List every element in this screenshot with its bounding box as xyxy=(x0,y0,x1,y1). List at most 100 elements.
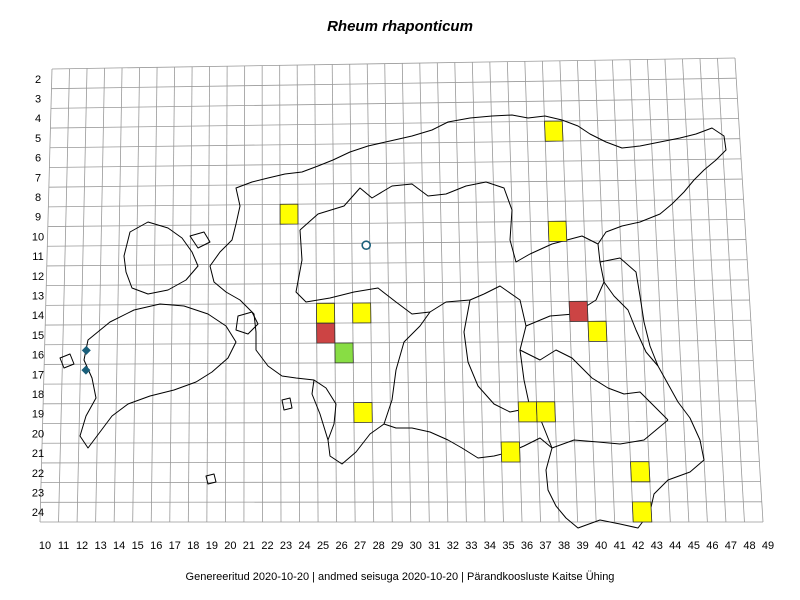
observation-cell-yellow xyxy=(279,203,299,225)
islet-kihnu xyxy=(281,397,293,411)
grid-line-vertical xyxy=(612,59,634,523)
x-axis-label: 12 xyxy=(76,540,88,552)
county-border xyxy=(295,229,485,315)
x-axis-label: 38 xyxy=(558,540,570,552)
x-axis-label: 31 xyxy=(428,540,440,552)
x-axis-label: 23 xyxy=(280,540,292,552)
diamond-marker xyxy=(81,345,91,355)
x-axis-label: 27 xyxy=(354,540,366,552)
y-axis-label: 16 xyxy=(32,350,44,362)
grid-line-horizontal xyxy=(50,97,738,109)
grid-line-vertical xyxy=(187,66,193,523)
x-axis-label: 30 xyxy=(410,540,422,552)
grid-line-vertical xyxy=(314,64,319,523)
grid-line-vertical xyxy=(224,66,228,523)
x-axis-label: 14 xyxy=(113,540,125,552)
county-border xyxy=(463,299,531,413)
grid-line-horizontal xyxy=(41,461,760,464)
lake-peipus xyxy=(599,257,659,367)
x-axis-labels: 10 11 12 13 14 15 16 17 18 19 20 21 22 23 24 25 26 27 28 29… xyxy=(39,540,774,552)
x-axis-label: 35 xyxy=(502,540,514,552)
grid-line-vertical xyxy=(454,62,467,523)
grid-line-vertical xyxy=(58,68,70,523)
grid-line-vertical xyxy=(95,68,105,523)
map-footer: Genereeritud 2020-10-20 | andmed seisuga… xyxy=(185,571,615,583)
y-axis-label: 21 xyxy=(32,448,44,460)
observation-cell-yellow xyxy=(353,402,373,423)
grid-line-horizontal xyxy=(42,440,759,444)
x-axis-label: 46 xyxy=(706,540,718,552)
x-axis-label: 48 xyxy=(743,540,755,552)
county-border xyxy=(519,349,669,421)
x-axis-label: 26 xyxy=(335,540,347,552)
grid-line-vertical xyxy=(384,63,393,523)
observation-cell-yellow xyxy=(631,501,653,523)
x-axis-label: 37 xyxy=(539,540,551,552)
observation-cell-yellow xyxy=(535,401,556,423)
x-axis-label: 19 xyxy=(206,540,218,552)
grid-line-horizontal xyxy=(51,57,736,70)
x-axis-label: 28 xyxy=(373,540,385,552)
observation-cell-yellow xyxy=(352,302,372,324)
y-axis-label: 18 xyxy=(32,389,44,401)
y-axis-label: 4 xyxy=(35,113,41,125)
x-axis-label: 42 xyxy=(632,540,644,552)
grid-line-vertical xyxy=(279,65,282,523)
grid-line-vertical xyxy=(471,62,486,523)
observation-cell-yellow xyxy=(547,220,568,242)
x-axis-label: 36 xyxy=(521,540,533,552)
observation-cell-yellow xyxy=(316,302,336,324)
y-axis-label: 24 xyxy=(32,507,44,519)
grid-line-vertical xyxy=(243,65,246,523)
grid-line-horizontal xyxy=(44,360,754,365)
grid-line-vertical xyxy=(419,63,430,523)
observation-cells xyxy=(279,120,653,523)
grid-line-horizontal xyxy=(41,481,761,484)
x-axis-label: 41 xyxy=(614,540,626,552)
grid-line-vertical xyxy=(717,58,745,523)
x-axis-label: 40 xyxy=(595,540,607,552)
y-axis-label: 9 xyxy=(35,212,41,224)
grid-line-horizontal xyxy=(44,340,753,346)
county-border xyxy=(311,379,329,441)
islet-ruhnu xyxy=(205,473,217,485)
y-axis-label: 7 xyxy=(35,172,41,184)
x-axis-label: 24 xyxy=(298,540,310,552)
observation-cell-red xyxy=(568,300,589,322)
grid-line-vertical xyxy=(664,59,690,523)
county-border xyxy=(299,181,599,263)
county-border xyxy=(525,281,605,327)
grid-line-horizontal xyxy=(43,380,755,385)
x-axis-label: 16 xyxy=(150,540,162,552)
county-border xyxy=(383,311,431,425)
y-axis-label: 17 xyxy=(32,369,44,381)
island-muhu xyxy=(235,311,259,335)
islet-vilsandi xyxy=(59,353,75,369)
y-axis-label: 15 xyxy=(32,330,44,342)
point-markers xyxy=(81,240,372,375)
grid-line-vertical xyxy=(132,67,140,523)
grid-line-vertical xyxy=(113,67,123,523)
grid-line-vertical xyxy=(296,65,300,523)
grid-line-vertical xyxy=(206,66,211,523)
grid-line-vertical xyxy=(576,60,597,523)
island-saaremaa xyxy=(79,303,237,449)
observation-cell-green xyxy=(334,342,354,364)
x-axis-label: 21 xyxy=(243,540,255,552)
x-axis-label: 29 xyxy=(391,540,403,552)
grid-line-horizontal xyxy=(50,118,739,129)
grid-lines xyxy=(39,57,764,523)
x-axis-label: 13 xyxy=(94,540,106,552)
grid-line-vertical xyxy=(647,59,671,523)
y-axis-label: 2 xyxy=(35,74,41,86)
grid-line-vertical xyxy=(401,63,412,523)
grid-line-horizontal xyxy=(42,420,757,424)
x-axis-label: 25 xyxy=(317,540,329,552)
y-axis-label: 6 xyxy=(35,153,41,165)
observation-cell-yellow xyxy=(544,120,564,142)
y-axis-label: 10 xyxy=(32,231,44,243)
x-axis-label: 34 xyxy=(484,540,496,552)
y-axis-label: 3 xyxy=(35,94,41,106)
